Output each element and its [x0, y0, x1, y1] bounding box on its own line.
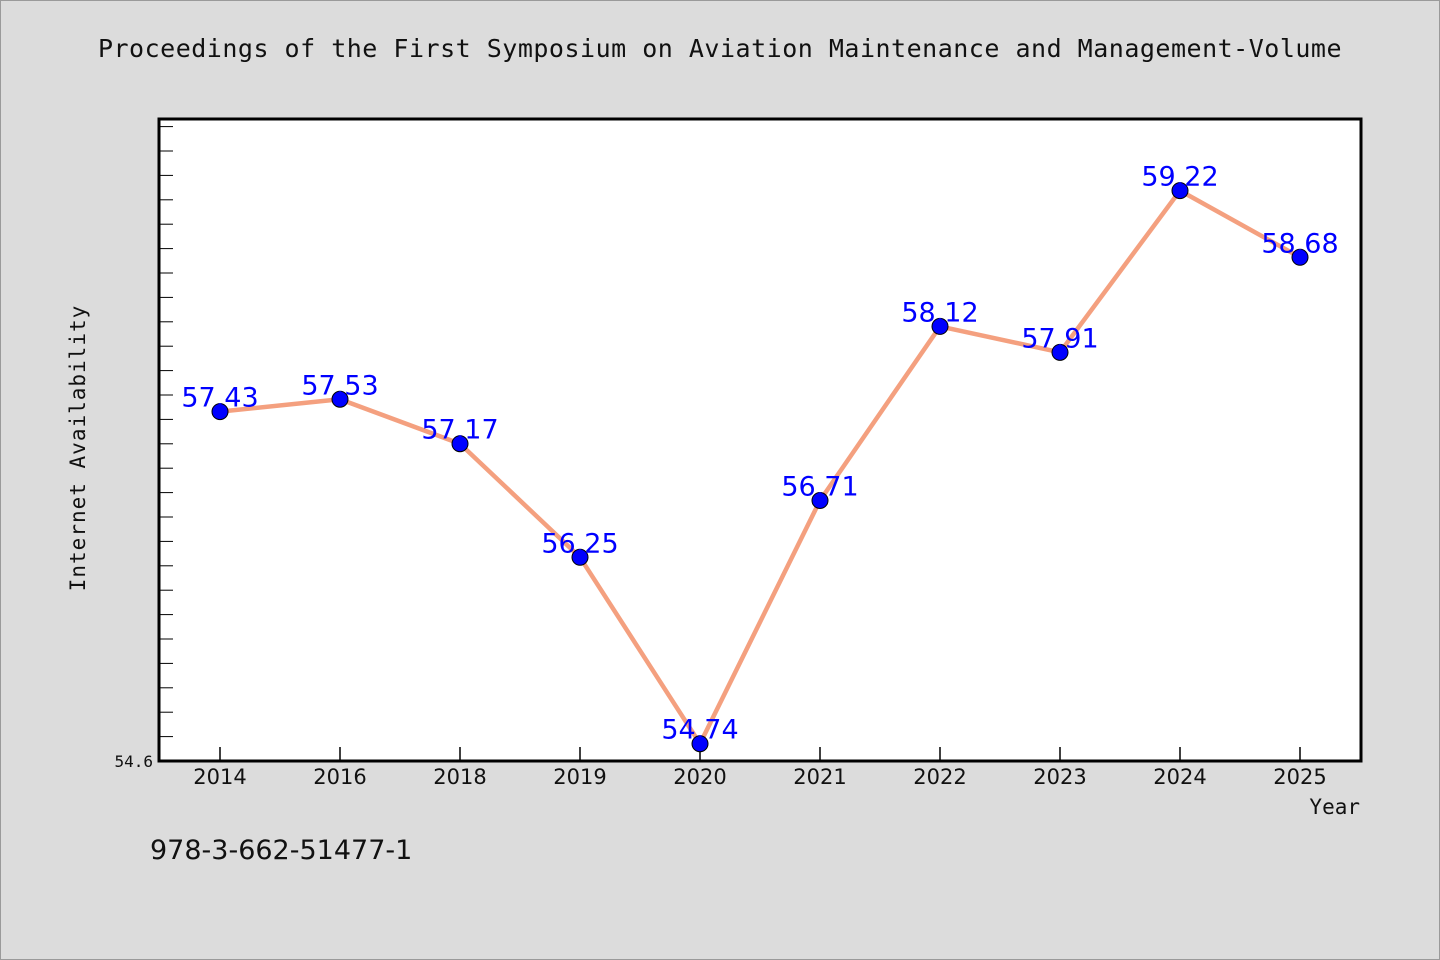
x-tick-label: 2022: [913, 765, 966, 789]
x-tick-label: 2025: [1273, 765, 1326, 789]
data-label: 54.74: [661, 715, 738, 746]
data-point: [1291, 248, 1309, 266]
x-tick-label: 2019: [553, 765, 606, 789]
data-label: 57.43: [181, 383, 258, 414]
x-tick-label: 2016: [313, 765, 366, 789]
data-point: [571, 548, 589, 566]
chart-title: Proceedings of the First Symposium on Av…: [97, 34, 1343, 63]
series-line: [219, 188, 1302, 746]
plot-area: [157, 117, 1363, 763]
x-tick-label: 2020: [673, 765, 726, 789]
data-point: [811, 491, 829, 509]
x-tick-label: 2018: [433, 765, 486, 789]
data-point: [1171, 182, 1189, 200]
data-point: [451, 435, 469, 453]
x-tick-label: 2023: [1033, 765, 1086, 789]
data-label: 58.68: [1261, 228, 1338, 259]
x-tick-label: 2024: [1153, 765, 1206, 789]
isbn-text: 978-3-662-51477-1: [150, 835, 413, 866]
data-point: [331, 390, 349, 408]
data-label: 56.25: [541, 528, 618, 559]
data-point: [1051, 343, 1069, 361]
data-point: [931, 317, 949, 335]
y-tick-label: 54.6: [114, 752, 153, 771]
data-label: 58.12: [901, 297, 978, 328]
data-point: [211, 403, 229, 421]
data-label: 57.91: [1021, 323, 1098, 354]
x-tick-label: 2014: [193, 765, 246, 789]
data-label: 57.17: [421, 415, 498, 446]
x-tick-label: 2021: [793, 765, 846, 789]
data-label: 57.53: [301, 370, 378, 401]
x-axis-label: Year: [1309, 795, 1360, 819]
data-label: 59.22: [1141, 162, 1218, 193]
data-point: [691, 735, 709, 753]
data-label: 56.71: [781, 471, 858, 502]
